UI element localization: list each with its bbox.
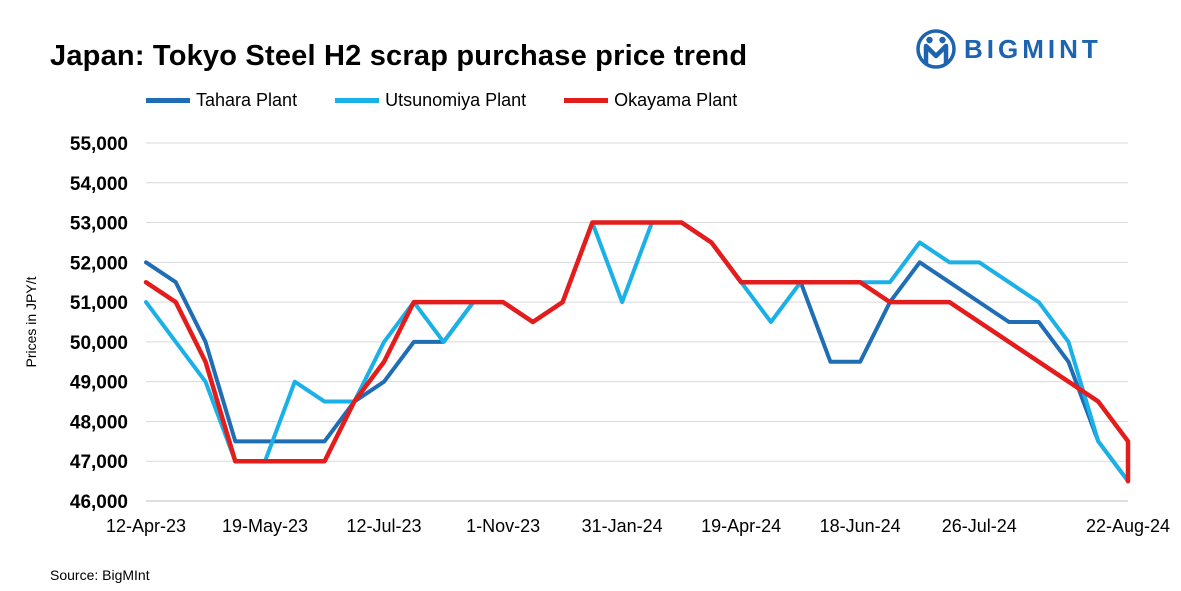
brand-name: BIGMINT: [964, 33, 1102, 64]
series-line-okayama-plant: [143, 220, 1131, 484]
x-tick-label: 31-Jan-24: [582, 516, 663, 536]
x-tick-label: 19-Apr-24: [701, 516, 781, 536]
y-tick-label: 47,000: [70, 452, 128, 473]
x-tick-label: 1-Nov-23: [466, 516, 540, 536]
legend-label-tahara: Tahara Plant: [196, 90, 298, 110]
chart-legend: Tahara Plant Utsunomiya Plant Okayama Pl…: [146, 90, 775, 111]
y-tick-label: 49,000: [70, 373, 128, 394]
legend-label-utsunomiya: Utsunomiya Plant: [385, 90, 527, 110]
x-tick-label: 12-Jul-23: [347, 516, 422, 536]
x-tick-label: 12-Apr-23: [106, 516, 186, 536]
brand-logo: BIGMINT: [916, 28, 1102, 70]
series-line-utsunomiya-plant: [144, 220, 1130, 484]
y-tick-label: 50,000: [70, 333, 128, 354]
y-tick-label: 55,000: [70, 134, 128, 155]
legend-swatch-tahara: [146, 98, 190, 103]
legend-item-tahara: Tahara Plant: [146, 90, 297, 111]
legend-item-utsunomiya: Utsunomiya Plant: [335, 90, 526, 111]
y-tick-label: 48,000: [70, 412, 128, 433]
y-tick-label: 46,000: [70, 492, 128, 513]
y-tick-label: 54,000: [70, 174, 128, 195]
y-axis-label: Prices in JPY/t: [23, 276, 39, 367]
y-tick-label: 51,000: [70, 293, 128, 314]
legend-swatch-utsunomiya: [335, 98, 380, 103]
bigmint-logo-icon: [916, 29, 956, 69]
x-tick-label: 22-Aug-24: [1086, 516, 1170, 536]
chart-title: Japan: Tokyo Steel H2 scrap purchase pri…: [50, 40, 748, 72]
x-tick-label: 19-May-23: [222, 516, 308, 536]
y-tick-label: 53,000: [70, 214, 128, 235]
legend-swatch-okayama: [564, 98, 609, 103]
legend-item-okayama: Okayama Plant: [564, 90, 737, 111]
legend-label-okayama: Okayama Plant: [614, 90, 738, 110]
source-note: Source: BigMInt: [50, 567, 150, 583]
x-tick-label: 26-Jul-24: [942, 516, 1017, 536]
y-tick-label: 52,000: [70, 253, 128, 274]
x-tick-label: 18-Jun-24: [820, 516, 901, 536]
